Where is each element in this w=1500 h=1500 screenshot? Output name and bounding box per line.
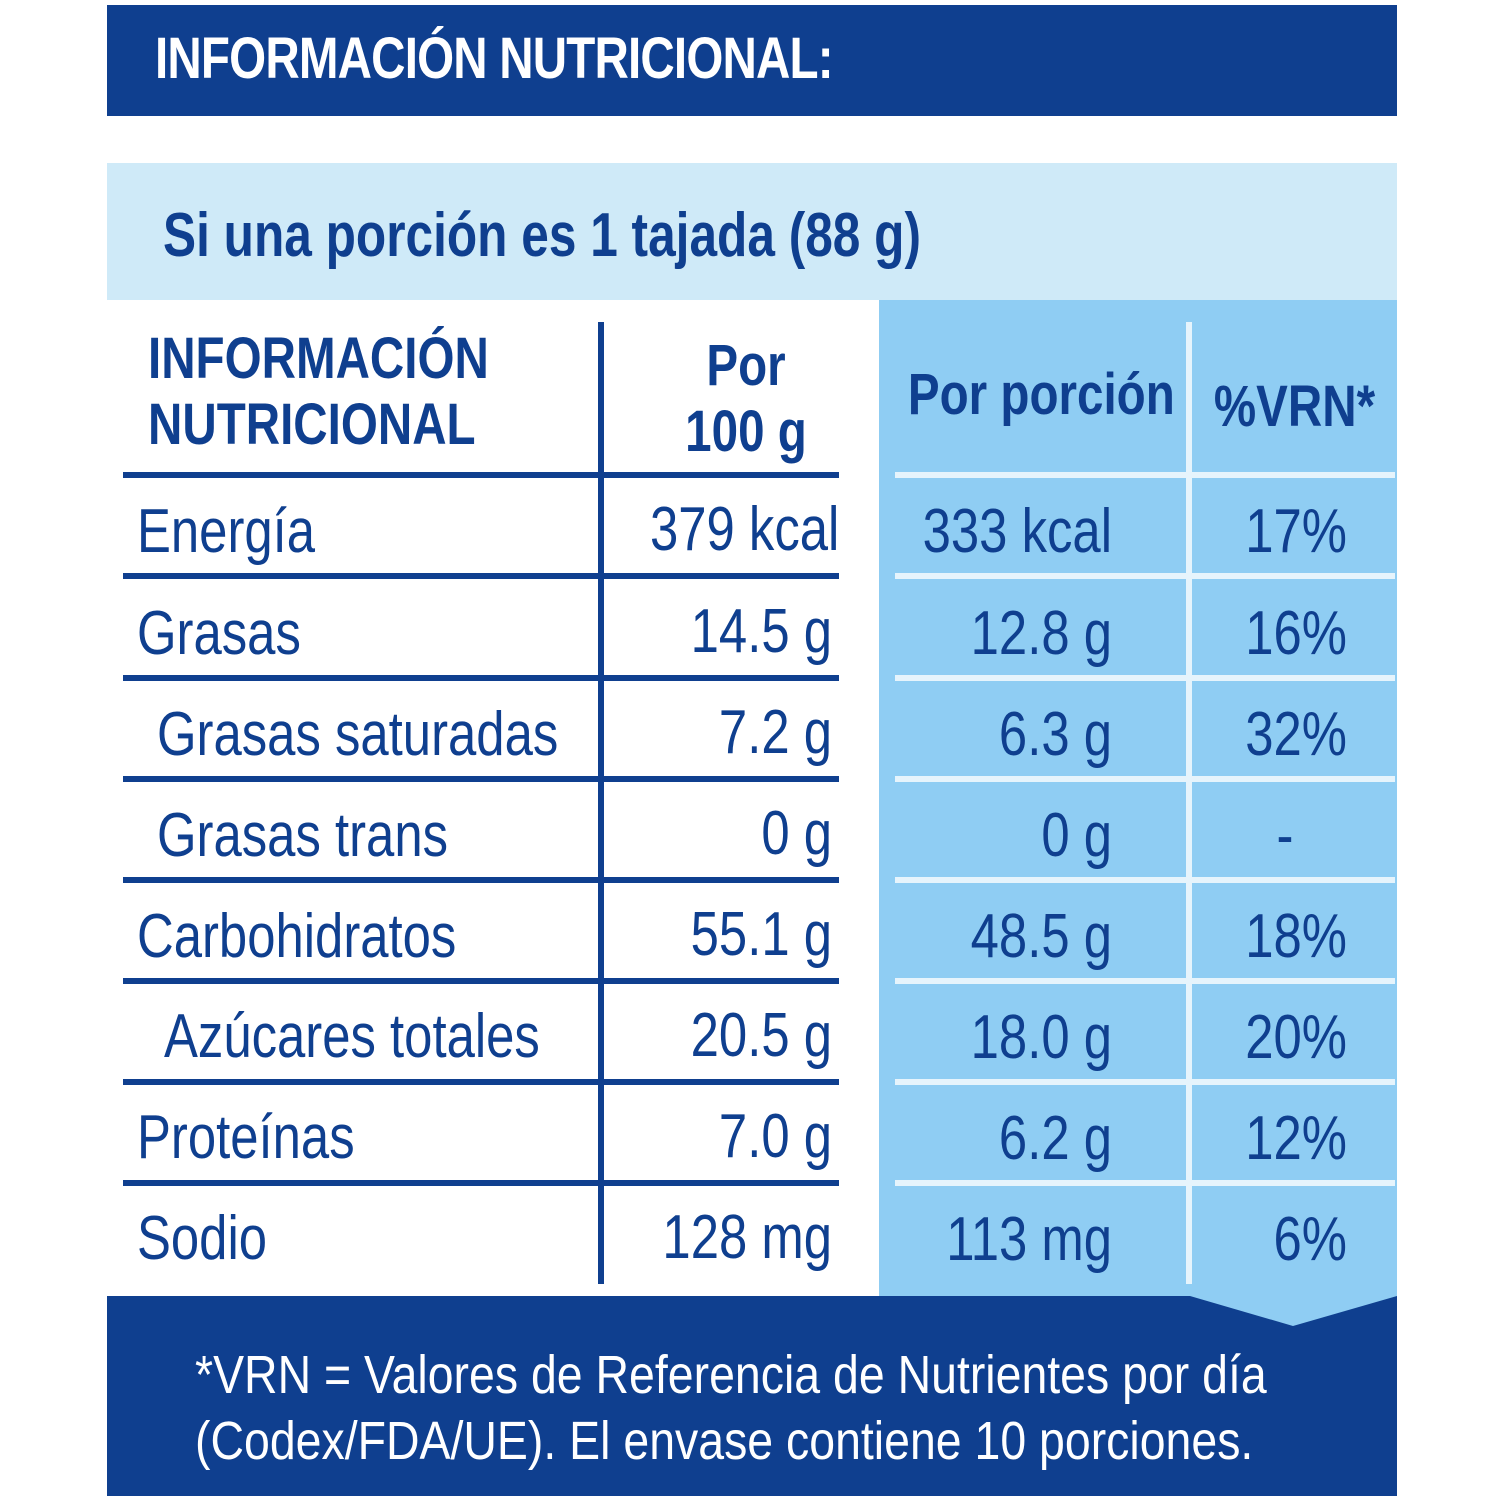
row-divider [123, 573, 839, 579]
footer-note-line2: (Codex/FDA/UE). El envase contiene 10 po… [195, 1411, 1254, 1471]
vrn-header: %VRN* [1213, 374, 1376, 439]
row-divider [123, 776, 839, 782]
header-bar [107, 5, 1397, 116]
footer-bar [107, 1296, 1397, 1496]
per-portion-panel [879, 300, 1397, 1296]
row-divider-light [895, 978, 1395, 984]
row-divider-light [895, 776, 1395, 782]
row-divider-light [895, 1079, 1395, 1085]
per100-value: 20.5 g [690, 1001, 832, 1070]
footer-note: *VRN = Valores de Referencia de Nutrient… [195, 1342, 1267, 1474]
per100-value: 55.1 g [690, 900, 832, 969]
nutrient-name: Grasas saturadas [157, 700, 559, 769]
portion-value: 6.3 g [998, 700, 1112, 769]
portion-value: 48.5 g [970, 902, 1112, 971]
column-divider [598, 322, 604, 1284]
portion-value: 6.2 g [998, 1104, 1112, 1173]
row-divider-light [895, 675, 1395, 681]
serving-size-text: Si una porción es 1 tajada (88 g) [163, 201, 921, 270]
nutrient-name: Grasas trans [157, 801, 449, 870]
per-100g-panel [107, 300, 879, 1296]
per100-value: 14.5 g [690, 597, 832, 666]
vrn-value: - [1276, 801, 1294, 870]
per100-value: 0 g [761, 799, 832, 868]
portion-value: 0 g [1041, 801, 1112, 870]
portion-value: 113 mg [946, 1205, 1112, 1274]
footer-notch [1190, 1296, 1397, 1326]
row-divider [123, 1180, 839, 1186]
row-divider-light [895, 472, 1395, 478]
vrn-value: 16% [1245, 599, 1347, 668]
row-divider [123, 1079, 839, 1085]
row-divider [123, 675, 839, 681]
row-divider [123, 472, 839, 478]
vrn-value: 18% [1245, 902, 1347, 971]
per100-header-line1: Por [706, 333, 786, 398]
row-divider [123, 978, 839, 984]
row-divider [123, 877, 839, 883]
portion-value: 12.8 g [970, 599, 1112, 668]
footer-note-line1: *VRN = Valores de Referencia de Nutrient… [195, 1345, 1267, 1405]
per100-header-line2: 100 g [685, 399, 807, 464]
row-divider-light [895, 573, 1395, 579]
nutrient-name: Azúcares totales [164, 1002, 540, 1071]
nutrient-name: Sodio [137, 1204, 268, 1273]
vrn-value: 17% [1245, 497, 1347, 566]
row-divider-light [895, 877, 1395, 883]
per100-value: 379 kcal [649, 495, 840, 564]
nutrient-name: Carbohidratos [137, 902, 457, 971]
vrn-value: 20% [1245, 1003, 1347, 1072]
vrn-value: 12% [1245, 1104, 1347, 1173]
per-portion-header: Por porción [907, 362, 1175, 427]
portion-value: 333 kcal [922, 497, 1112, 566]
serving-size-box [107, 163, 1397, 303]
nutrient-header-line2: NUTRICIONAL [148, 392, 476, 457]
nutrient-name: Proteínas [137, 1103, 355, 1172]
vrn-value: 32% [1245, 700, 1347, 769]
per100-value: 7.0 g [718, 1102, 832, 1171]
page-title: INFORMACIÓN NUTRICIONAL: [155, 26, 834, 91]
per100-value: 7.2 g [718, 698, 832, 767]
per100-value: 128 mg [662, 1203, 832, 1272]
nutrient-name: Energía [137, 497, 316, 566]
column-divider-light [1186, 322, 1192, 1284]
portion-value: 18.0 g [970, 1003, 1112, 1072]
row-divider-light [895, 1180, 1395, 1186]
nutrient-name: Grasas [137, 599, 301, 668]
vrn-value: 6% [1273, 1205, 1347, 1274]
nutrient-header-line1: INFORMACIÓN [148, 326, 489, 391]
